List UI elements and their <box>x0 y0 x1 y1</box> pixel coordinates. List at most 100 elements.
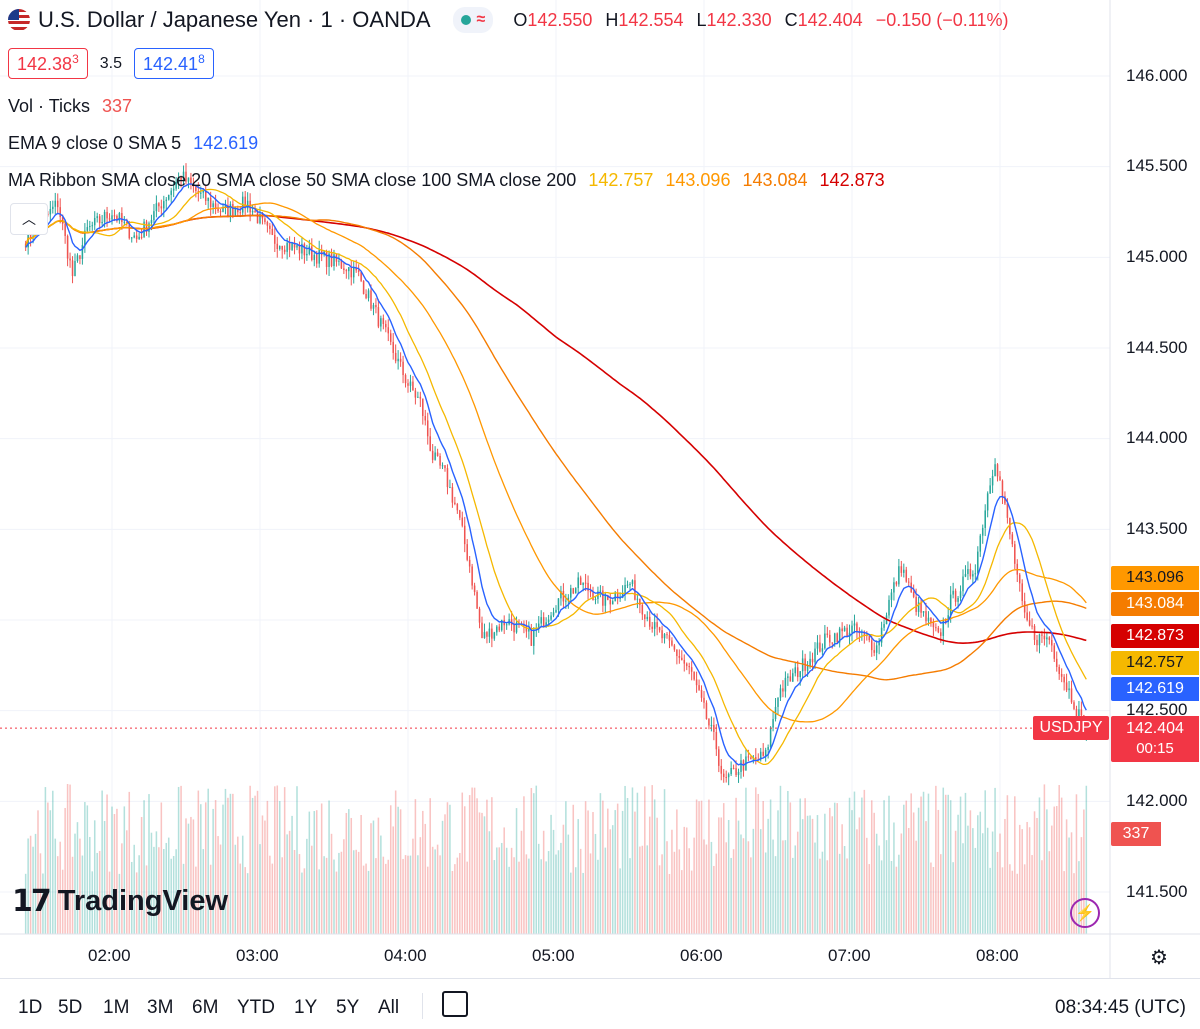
candle-body <box>513 624 515 633</box>
timeframe-5d-button[interactable]: 5D <box>58 997 83 1018</box>
volume-bar <box>296 786 298 934</box>
candle-body <box>333 254 335 267</box>
candle-body <box>977 551 979 574</box>
candle-body <box>792 673 794 682</box>
sell-button[interactable]: 142.383 <box>8 48 88 79</box>
candle-body <box>639 598 641 605</box>
candle-body <box>498 626 501 631</box>
candle-body <box>496 626 498 633</box>
candle-body <box>932 622 935 628</box>
volume-bar <box>885 840 888 934</box>
candle-body <box>436 452 439 456</box>
volume-bar <box>66 784 69 934</box>
volume-bar <box>138 855 140 934</box>
volume-bar <box>1041 860 1043 934</box>
volume-bar <box>291 815 293 934</box>
ma-ribbon-indicator-row[interactable]: MA Ribbon SMA close 20 SMA close 50 SMA … <box>8 170 885 190</box>
volume-bar <box>698 801 700 934</box>
volume-bar <box>1023 864 1026 934</box>
utc-clock[interactable]: 08:34:45 (UTC) <box>1055 997 1186 1018</box>
candle-body <box>991 476 994 486</box>
volume-bar <box>338 852 340 934</box>
volume-bar <box>942 787 945 934</box>
candle-body <box>957 597 959 602</box>
timeframe-5y-button[interactable]: 5Y <box>336 997 360 1018</box>
volume-bar <box>619 868 621 934</box>
timeframe-ytd-button[interactable]: YTD <box>237 997 275 1018</box>
volume-bar <box>594 833 597 934</box>
candle-body <box>382 318 385 324</box>
price-change: −0.150 (−0.11%) <box>875 9 1009 30</box>
volume-bar <box>365 863 367 934</box>
candle-body <box>621 592 624 598</box>
candle-body <box>1006 503 1009 518</box>
candle-body <box>1065 682 1068 691</box>
volume-bar <box>392 826 394 934</box>
volume-bar <box>350 817 353 934</box>
date-range-calendar-icon[interactable] <box>442 991 468 1017</box>
volume-bar <box>175 849 177 934</box>
chart-settings-gear-icon[interactable]: ⚙ <box>1150 946 1168 969</box>
candle-body <box>907 581 910 583</box>
tradingview-logo[interactable]: 17 TradingView <box>12 884 229 919</box>
market-status-pill[interactable]: ≈ <box>452 7 494 33</box>
candle-body <box>695 679 698 686</box>
timeframe-all-button[interactable]: All <box>378 997 400 1018</box>
collapse-legend-button[interactable]: ︿ <box>10 203 48 235</box>
ma50-price-tag: 143.096 <box>1111 566 1199 590</box>
volume-bar <box>685 827 688 934</box>
candle-body <box>91 225 94 227</box>
candle-body <box>796 667 799 678</box>
volume-bar <box>550 814 552 934</box>
candle-body <box>385 323 387 328</box>
volume-bar <box>888 795 890 934</box>
volume-bar <box>217 836 219 934</box>
timeframe-1y-button[interactable]: 1Y <box>294 997 318 1018</box>
candle-body <box>801 658 804 672</box>
symbol-title[interactable]: U.S. Dollar / Japanese Yen · 1 · OANDA <box>38 7 431 32</box>
volume-bar <box>1080 837 1083 934</box>
candle-body <box>389 333 392 342</box>
volume-bar <box>352 850 355 934</box>
volume-indicator-row[interactable]: Vol · Ticks 337 <box>8 96 133 116</box>
candle-body <box>819 642 821 652</box>
candle-body <box>713 724 715 732</box>
lightning-icon[interactable]: ⚡ <box>1070 898 1100 928</box>
candle-body <box>888 599 890 616</box>
volume-bar <box>81 855 84 934</box>
ohlc-values: O142.550 H142.554 L142.330 C142.404 −0.1… <box>513 9 1009 30</box>
price-axis-label: 144.500 <box>1126 338 1188 357</box>
candle-body <box>204 190 207 201</box>
usd-jpy-flag-icon <box>8 9 30 31</box>
candle-body <box>604 594 607 606</box>
volume-bar <box>777 810 779 934</box>
candle-body <box>703 697 705 703</box>
volume-bar <box>819 858 821 934</box>
volume-bar <box>298 854 301 934</box>
candle-body <box>286 242 288 252</box>
timeframe-3m-button[interactable]: 3M <box>147 997 174 1018</box>
volume-bar <box>1036 817 1038 934</box>
ema-indicator-row[interactable]: EMA 9 close 0 SMA 5 142.619 <box>8 133 259 153</box>
candle-body <box>732 767 735 769</box>
volume-bar <box>288 830 291 934</box>
timeframe-1d-button[interactable]: 1D <box>18 997 43 1018</box>
chart-grid <box>0 0 1110 934</box>
volume-bar <box>118 873 121 934</box>
buy-button[interactable]: 142.418 <box>134 48 214 79</box>
timeframe-6m-button[interactable]: 6M <box>192 997 219 1018</box>
candle-body <box>567 597 570 601</box>
volume-bar <box>789 802 792 934</box>
volume-tag: 337 <box>1111 822 1161 846</box>
volume-bar <box>167 837 170 934</box>
candle-body <box>229 204 232 217</box>
candle-body <box>424 415 427 421</box>
volume-bar <box>478 812 481 934</box>
volume-bar <box>269 855 271 934</box>
volume-bar <box>143 800 145 934</box>
candle-body <box>964 574 967 577</box>
volume-bar <box>759 829 762 934</box>
candle-body <box>930 617 932 623</box>
timeframe-1m-button[interactable]: 1M <box>103 997 130 1018</box>
